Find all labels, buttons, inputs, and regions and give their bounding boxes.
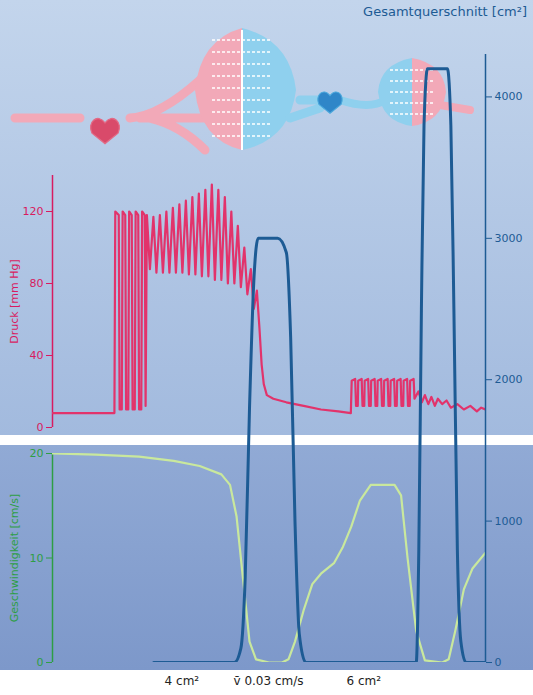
svg-text:1000: 1000	[495, 515, 523, 528]
svg-text:3000: 3000	[495, 232, 523, 245]
html-text:v̄ 0.03 cm/s: v̄ 0.03 cm/s	[233, 674, 304, 688]
svg-text:40: 40	[30, 349, 44, 362]
svg-text:Druck [mm Hg]: Druck [mm Hg]	[8, 259, 21, 344]
svg-text:0: 0	[37, 656, 44, 669]
svg-text:120: 120	[23, 205, 44, 218]
svg-text:Geschwindigkeit [cm/s]: Geschwindigkeit [cm/s]	[8, 494, 21, 622]
svg-text:0: 0	[495, 656, 502, 669]
html-text:Gesamtquerschnitt [cm²]: Gesamtquerschnitt [cm²]	[363, 4, 527, 19]
svg-text:80: 80	[30, 277, 44, 290]
svg-text:4000: 4000	[495, 90, 523, 103]
svg-text:10: 10	[30, 552, 44, 565]
svg-text:2000: 2000	[495, 373, 523, 386]
svg-text:20: 20	[30, 447, 44, 460]
html-text:6 cm²: 6 cm²	[346, 674, 381, 688]
html-text:4 cm²: 4 cm²	[164, 674, 200, 688]
svg-text:0: 0	[37, 421, 44, 434]
